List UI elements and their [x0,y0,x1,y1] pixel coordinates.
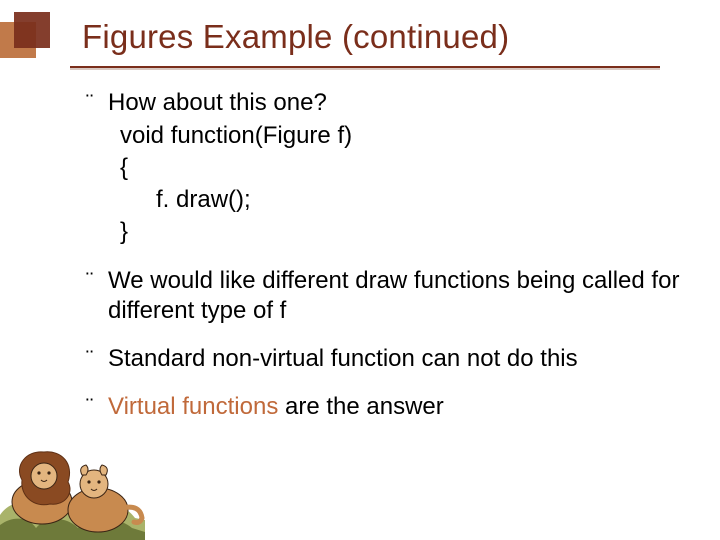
accent-text: Virtual functions [108,393,278,420]
bullet-text: How about this one? [108,88,327,118]
code-block: void function(Figure f) { f. draw(); } [120,120,680,248]
slide-body: ¨ How about this one? void function(Figu… [86,88,680,422]
bullet-text: Standard non-virtual function can not do… [108,344,578,374]
bullet-text: Virtual functions are the answer [108,392,444,422]
bullet-text: We would like different draw functions b… [108,266,680,326]
bullet-marker-diamond-icon: ¨ [86,392,104,422]
bullet-marker-diamond-icon: ¨ [86,266,104,296]
title-underline-shadow [70,68,660,70]
deco-square-front [14,12,50,48]
code-line: f. draw(); [120,184,680,216]
lions-svg-icon [0,420,145,540]
bullet-text-after: are the answer [278,393,443,420]
bullet-marker-diamond-icon: ¨ [86,344,104,374]
slide: { "title": "Figures Example (continued)"… [0,0,720,540]
bullet-item: ¨ Virtual functions are the answer [86,392,680,422]
bullet-item: ¨ How about this one? [86,88,680,118]
bullet-marker-diamond-icon: ¨ [86,88,104,118]
code-line: { [120,152,680,184]
slide-title: Figures Example (continued) [82,18,509,56]
bullet-item: ¨ Standard non-virtual function can not … [86,344,680,374]
corner-decoration [0,12,56,68]
code-line: } [120,216,680,248]
lions-illustration [0,420,145,540]
code-line: void function(Figure f) [120,120,680,152]
bullet-item: ¨ We would like different draw functions… [86,266,680,326]
